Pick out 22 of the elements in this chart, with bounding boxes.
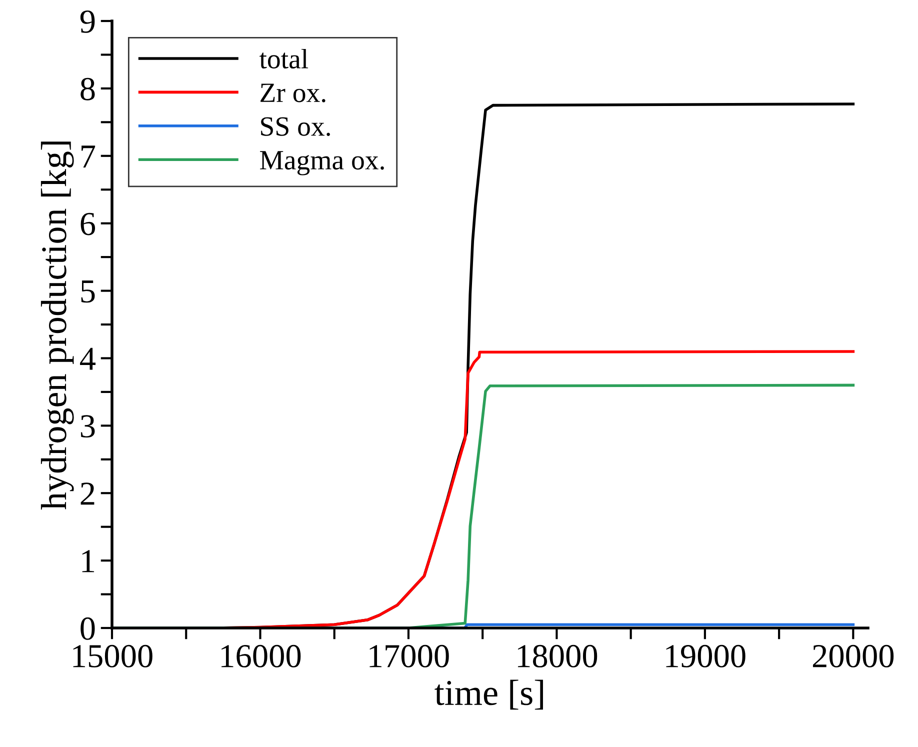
y-tick-label: 3 <box>80 415 95 438</box>
x-axis-title: time [s] <box>434 680 543 710</box>
y-tick-label: 7 <box>82 146 96 168</box>
y-tick-label: 2 <box>80 482 94 505</box>
legend-label: total <box>259 48 308 68</box>
legend-label: Magma ox. <box>260 151 384 176</box>
y-tick-label: 8 <box>80 78 95 100</box>
x-tick-label: 16000 <box>222 644 301 668</box>
y-tick-label: 5 <box>81 280 95 303</box>
x-tick-label: 15000 <box>73 644 152 668</box>
y-tick-label: 6 <box>80 212 96 236</box>
y-tick-label: 9 <box>80 10 95 33</box>
y-tick-label: 4 <box>80 348 96 370</box>
y-axis-title: hydrogen production [kg] <box>40 142 74 510</box>
x-tick-label: 18000 <box>518 644 598 668</box>
y-tick-label: 0 <box>80 617 95 640</box>
x-tick-label: 20000 <box>812 644 894 668</box>
legend-label: Zr ox. <box>260 84 326 102</box>
x-tick-label: 19000 <box>666 644 746 668</box>
x-tick-label: 17000 <box>370 644 449 668</box>
legend-label: SS ox. <box>261 117 330 136</box>
y-tick-label: 1 <box>82 550 94 572</box>
